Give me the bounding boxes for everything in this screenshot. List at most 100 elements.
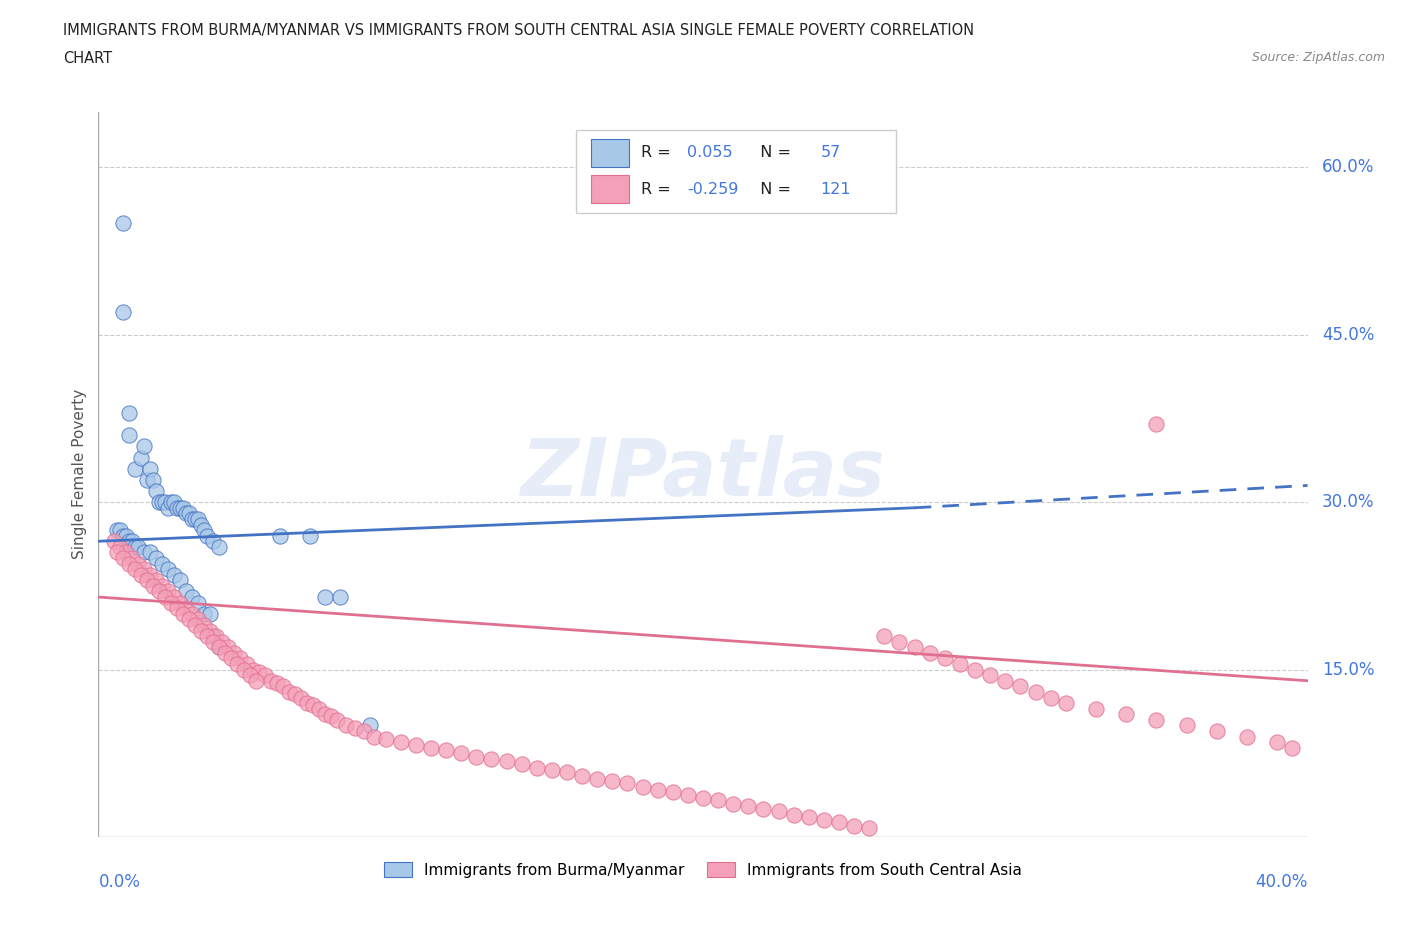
Point (118, 405, 141, 420)
Text: 0.0%: 0.0% (98, 873, 141, 891)
Point (326, 712, 349, 727)
Point (187, 595, 209, 610)
Point (481, 751, 503, 766)
Point (193, 618, 215, 632)
Point (172, 500, 194, 515)
Point (420, 740, 443, 755)
Point (217, 640, 239, 655)
Point (904, 640, 927, 655)
Point (121, 551, 143, 565)
Point (1144, 417, 1167, 432)
Point (190, 517, 212, 532)
Point (108, 539, 131, 554)
Point (540, 763, 562, 777)
Point (232, 662, 254, 677)
Point (172, 606, 194, 621)
Text: 45.0%: 45.0% (1322, 326, 1375, 344)
Point (214, 645, 236, 660)
Point (221, 651, 243, 666)
Point (616, 776, 638, 790)
Point (150, 578, 173, 593)
Text: IMMIGRANTS FROM BURMA/MYANMAR VS IMMIGRANTS FROM SOUTH CENTRAL ASIA SINGLE FEMAL: IMMIGRANTS FROM BURMA/MYANMAR VS IMMIGRA… (63, 23, 974, 38)
Point (465, 750, 488, 764)
Point (994, 673, 1017, 688)
Point (193, 523, 215, 538)
Point (132, 562, 155, 577)
Point (979, 668, 1001, 683)
Point (127, 539, 149, 554)
Text: 57: 57 (820, 145, 841, 161)
Point (148, 584, 170, 599)
Point (239, 668, 262, 683)
Point (1281, 740, 1303, 755)
Point (495, 753, 517, 768)
Point (1175, 718, 1198, 733)
Point (1267, 735, 1289, 750)
Point (208, 640, 231, 655)
Point (114, 545, 136, 560)
Text: R =: R = (641, 181, 676, 197)
Point (295, 696, 318, 711)
Point (184, 618, 207, 632)
Point (169, 573, 191, 588)
Point (181, 606, 204, 621)
Point (631, 779, 654, 794)
Point (163, 495, 186, 510)
Point (121, 534, 143, 549)
Point (111, 528, 134, 543)
Point (156, 562, 179, 577)
Point (195, 528, 218, 543)
Point (169, 500, 191, 515)
Point (124, 461, 146, 476)
Text: R =: R = (641, 145, 676, 161)
Point (858, 820, 880, 835)
Point (118, 428, 141, 443)
Point (752, 802, 775, 817)
Point (129, 450, 152, 465)
Point (181, 512, 204, 526)
Point (271, 679, 294, 694)
Point (124, 539, 146, 554)
Point (889, 634, 911, 649)
Point (111, 551, 134, 565)
Point (135, 573, 157, 588)
FancyBboxPatch shape (591, 176, 630, 203)
Point (139, 567, 162, 582)
Point (184, 512, 207, 526)
Point (118, 556, 141, 571)
Point (132, 545, 155, 560)
Point (253, 668, 276, 683)
Point (166, 500, 188, 515)
Point (647, 783, 669, 798)
Text: -0.259: -0.259 (688, 181, 738, 197)
Point (965, 662, 987, 677)
Point (129, 567, 152, 582)
Point (450, 746, 472, 761)
Point (245, 673, 267, 688)
Point (797, 809, 820, 824)
Point (163, 590, 186, 604)
Point (103, 534, 125, 549)
Point (260, 673, 283, 688)
Point (783, 807, 806, 822)
Text: 15.0%: 15.0% (1322, 660, 1375, 679)
Text: Source: ZipAtlas.com: Source: ZipAtlas.com (1251, 51, 1385, 64)
Point (321, 709, 343, 724)
Point (302, 698, 325, 712)
Point (153, 590, 176, 604)
Point (723, 796, 745, 811)
Point (353, 724, 375, 738)
Point (363, 729, 385, 744)
Point (193, 606, 215, 621)
Point (1115, 707, 1137, 722)
Text: ZIPatlas: ZIPatlas (520, 435, 886, 513)
Point (555, 764, 578, 779)
Point (163, 567, 186, 582)
Point (150, 495, 173, 510)
Text: 0.055: 0.055 (688, 145, 733, 161)
Point (335, 718, 357, 733)
Point (284, 686, 307, 701)
Point (934, 651, 956, 666)
Point (114, 528, 136, 543)
Point (200, 606, 222, 621)
